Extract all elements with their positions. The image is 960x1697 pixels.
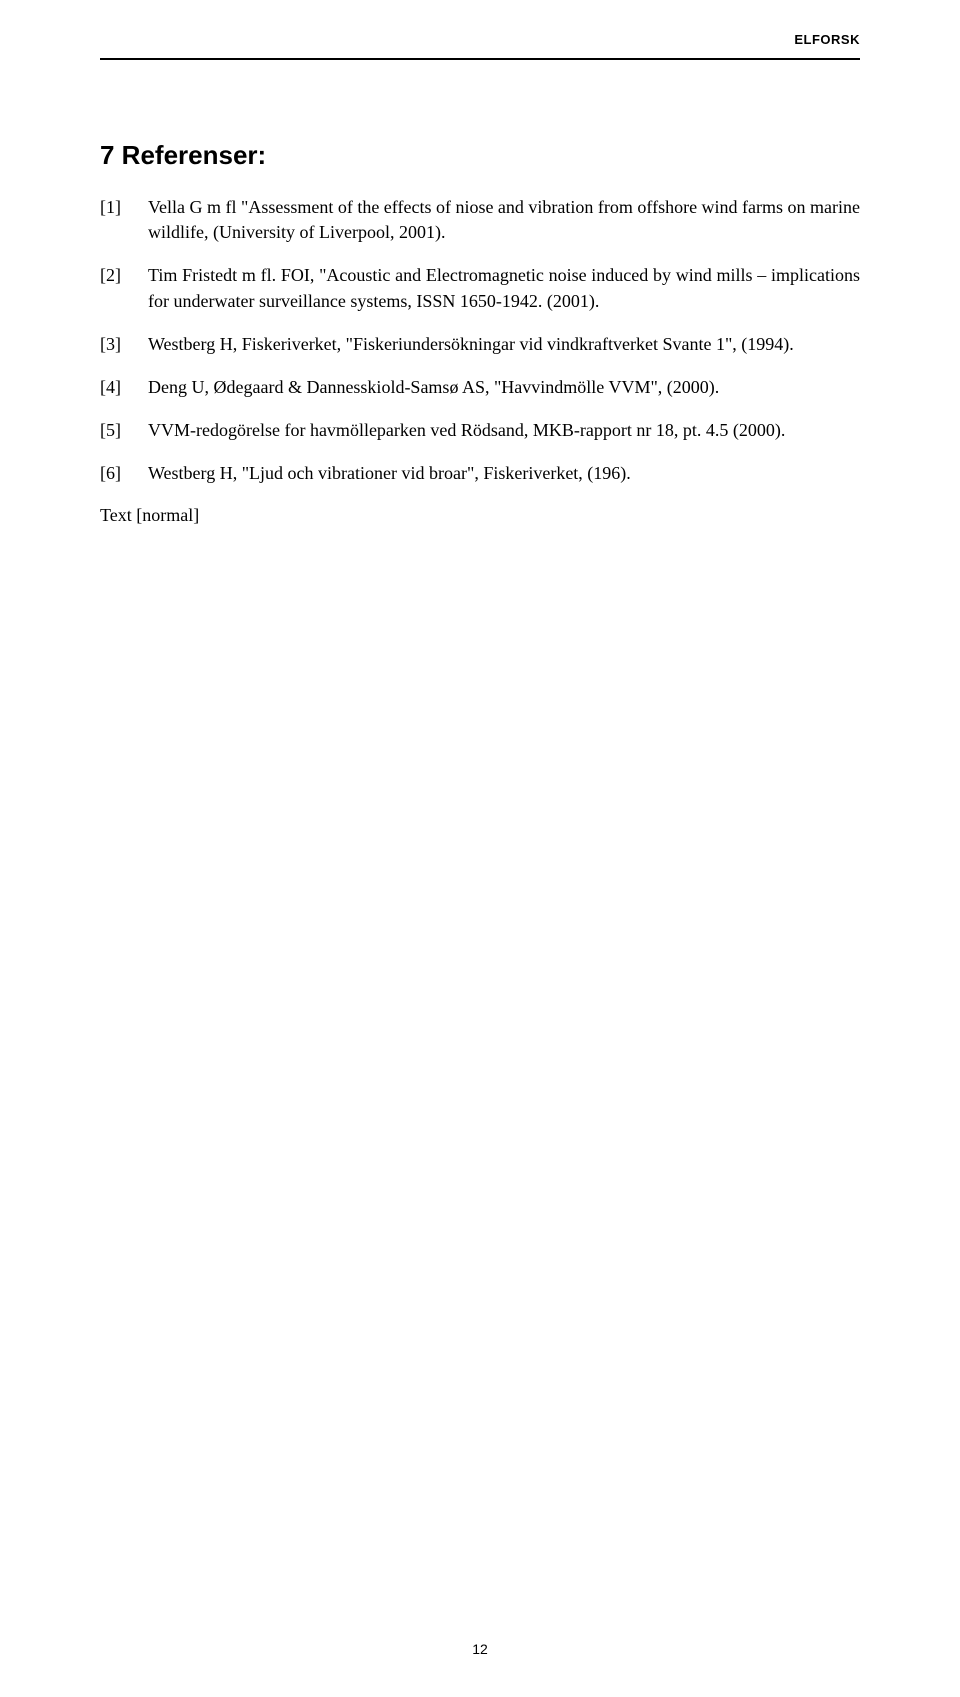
reference-item: [3] Westberg H, Fiskeriverket, "Fiskeriu…: [100, 332, 860, 357]
reference-text: Deng U, Ødegaard & Dannesskiold-Samsø AS…: [148, 375, 860, 400]
reference-text: VVM-redogörelse for havmölleparken ved R…: [148, 418, 860, 443]
reference-number: [6]: [100, 461, 148, 486]
page-number: 12: [0, 1641, 960, 1657]
reference-text: Westberg H, Fiskeriverket, "Fiskeriunder…: [148, 332, 860, 357]
reference-item: [1] Vella G m fl "Assessment of the effe…: [100, 195, 860, 245]
reference-number: [2]: [100, 263, 148, 313]
section-title: 7 Referenser:: [100, 140, 860, 171]
reference-text: Westberg H, "Ljud och vibrationer vid br…: [148, 461, 860, 486]
header-label: ELFORSK: [794, 32, 860, 47]
header-rule: [100, 58, 860, 60]
reference-list: [1] Vella G m fl "Assessment of the effe…: [100, 195, 860, 487]
reference-number: [1]: [100, 195, 148, 245]
reference-number: [4]: [100, 375, 148, 400]
reference-item: [2] Tim Fristedt m fl. FOI, "Acoustic an…: [100, 263, 860, 313]
reference-text: Tim Fristedt m fl. FOI, "Acoustic and El…: [148, 263, 860, 313]
reference-text: Vella G m fl "Assessment of the effects …: [148, 195, 860, 245]
reference-number: [5]: [100, 418, 148, 443]
tail-text: Text [normal]: [100, 505, 860, 526]
reference-item: [5] VVM-redogörelse for havmölleparken v…: [100, 418, 860, 443]
reference-number: [3]: [100, 332, 148, 357]
reference-item: [6] Westberg H, "Ljud och vibrationer vi…: [100, 461, 860, 486]
reference-item: [4] Deng U, Ødegaard & Dannesskiold-Sams…: [100, 375, 860, 400]
page-content: 7 Referenser: [1] Vella G m fl "Assessme…: [100, 40, 860, 526]
